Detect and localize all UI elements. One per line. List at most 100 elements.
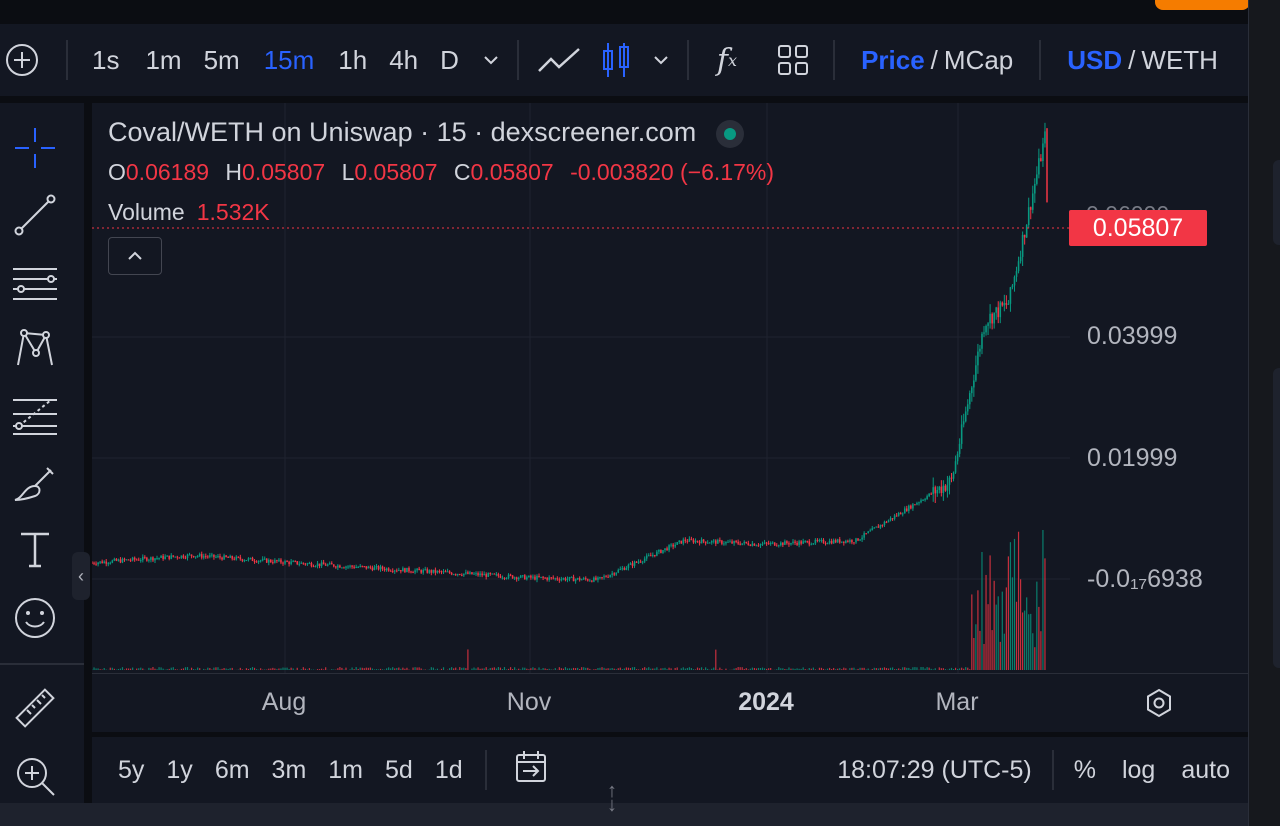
candle-body (261, 558, 264, 561)
candle-body (782, 542, 784, 545)
interval-4h[interactable]: 4h (389, 44, 419, 75)
range-5d[interactable]: 5d (385, 755, 413, 784)
volume-bar (286, 667, 288, 670)
time-axis[interactable]: Aug Nov 2024 Mar (92, 673, 1248, 732)
resize-handle-icon[interactable]: ↑ ↓ (607, 780, 617, 816)
settings-icon[interactable] (1144, 688, 1174, 723)
collapse-toolbar-button[interactable]: ‹ (72, 552, 90, 600)
volume-bar (487, 669, 489, 670)
volume-bar (1034, 647, 1036, 670)
trend-line-icon[interactable] (10, 190, 60, 240)
usd-option[interactable]: USD (1067, 44, 1123, 75)
volume-bar (93, 667, 95, 670)
candle-body (383, 568, 386, 571)
candle-body (109, 562, 112, 564)
volume-bar (851, 667, 853, 670)
chevron-down-icon[interactable] (651, 50, 671, 70)
interval-5m[interactable]: 5m (203, 44, 240, 75)
interval-d[interactable]: D (440, 44, 459, 75)
interval-1h[interactable]: 1h (338, 44, 368, 75)
calendar-goto-icon[interactable] (513, 749, 549, 792)
candle-body (834, 540, 837, 543)
candle-body (688, 538, 691, 542)
volume-bar (745, 668, 747, 670)
currency-toggle[interactable]: USD / WETH (1067, 45, 1218, 76)
percent-toggle[interactable]: % (1073, 755, 1096, 784)
interval-15m[interactable]: 15m (263, 44, 315, 75)
volume-bar (613, 668, 615, 670)
auto-toggle[interactable]: auto (1181, 755, 1230, 784)
fib-retracement-icon[interactable] (10, 391, 60, 441)
chart-pane[interactable]: Coval/WETH on Uniswap · 15 · dexscreener… (92, 103, 1248, 673)
candle-body (499, 575, 502, 578)
volume-bar (688, 667, 690, 670)
volume-bar (284, 667, 286, 670)
candle-body (747, 543, 750, 545)
orange-tab[interactable] (1155, 0, 1250, 10)
candle-body (552, 577, 555, 579)
range-3m[interactable]: 3m (271, 755, 307, 784)
price-chart[interactable] (92, 103, 1248, 673)
price-axis-label: -0.0₁₇6938 (1087, 565, 1203, 593)
crosshair-icon[interactable] (10, 123, 60, 173)
range-1y[interactable]: 1y (166, 755, 193, 784)
candle-body (517, 577, 520, 580)
volume-bar (682, 667, 684, 670)
interval-1s[interactable]: 1s (92, 44, 120, 75)
clock-readout[interactable]: 18:07:29 (UTC-5) (837, 755, 1032, 784)
add-symbol-icon[interactable] (0, 42, 44, 78)
candle-body (918, 502, 920, 504)
ruler-icon[interactable] (10, 683, 60, 733)
candles-icon[interactable] (601, 41, 631, 79)
interval-1m[interactable]: 1m (145, 44, 182, 75)
mcap-option[interactable]: MCap (943, 44, 1014, 75)
price-mcap-toggle[interactable]: Price / MCap (861, 45, 1013, 76)
emoji-icon[interactable] (10, 593, 60, 643)
volume-bar (963, 668, 965, 670)
chevron-down-icon[interactable] (481, 50, 501, 70)
candle-body (475, 573, 477, 575)
collapse-legend-button[interactable] (108, 237, 162, 275)
candle-body (355, 567, 357, 569)
candle-body (418, 568, 420, 571)
volume-bar (140, 667, 142, 670)
candle-body (942, 485, 945, 493)
candle-body (148, 559, 150, 561)
low-value: 0.05807 (354, 159, 438, 185)
change-value: -0.003820 (−6.17%) (570, 159, 775, 185)
volume-bar (530, 668, 532, 670)
weth-option[interactable]: WETH (1141, 44, 1218, 75)
text-tool-icon[interactable] (10, 525, 60, 575)
line-chart-icon[interactable] (537, 45, 581, 75)
price-option[interactable]: Price (861, 44, 925, 75)
volume-bar (1038, 606, 1040, 670)
volume-bar (782, 668, 784, 670)
candle-body (631, 563, 634, 566)
horizontal-lines-icon[interactable] (10, 258, 60, 308)
candle-body (544, 577, 546, 579)
pattern-icon[interactable] (10, 323, 60, 373)
candle-body (385, 568, 388, 571)
candle-body (280, 559, 282, 563)
range-6m[interactable]: 6m (214, 755, 250, 784)
range-5y[interactable]: 5y (118, 755, 145, 784)
log-toggle[interactable]: log (1121, 755, 1156, 784)
candle-body (129, 560, 132, 562)
layout-grid-icon[interactable] (777, 44, 809, 76)
brush-icon[interactable] (10, 459, 60, 509)
range-1m[interactable]: 1m (328, 755, 364, 784)
candle-body (891, 518, 894, 520)
candle-body (562, 578, 565, 580)
volume-bar (570, 668, 573, 670)
volume-bar (514, 667, 516, 670)
volume-bar (241, 669, 243, 670)
range-1d[interactable]: 1d (434, 755, 463, 784)
candle-body (840, 541, 843, 543)
volume-bar (908, 667, 910, 670)
candle-body (777, 545, 780, 547)
candle-body (188, 554, 191, 556)
candle-body (737, 541, 739, 544)
volume-bar (156, 669, 158, 670)
zoom-in-icon[interactable] (10, 751, 60, 801)
